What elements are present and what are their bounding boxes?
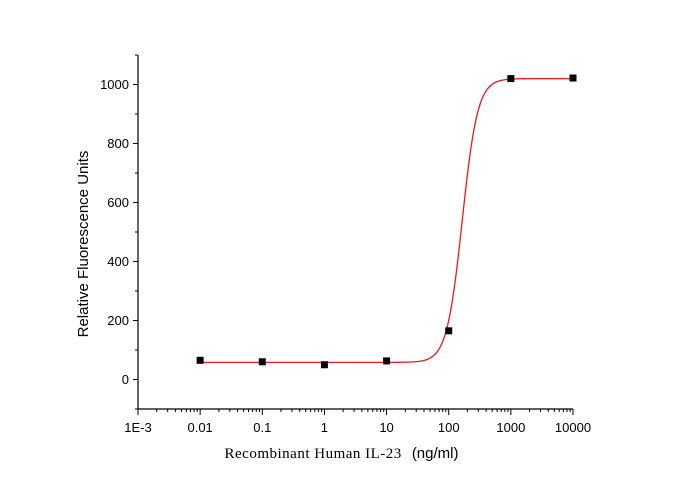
data-point [383,357,391,365]
x-tick-label: 1000 [496,420,525,435]
data-point [445,327,453,335]
x-tick-label: 100 [438,420,460,435]
labels-layer: Relative Fluorescence Units Recombinant … [75,151,458,462]
y-tick-label: 400 [107,254,129,269]
x-axis-label-main: Recombinant Human IL-23 [225,446,402,462]
y-axis-label: Relative Fluorescence Units [75,151,92,338]
y-tick-label: 200 [107,313,129,328]
x-tick-label: 1 [321,420,328,435]
data-point [320,361,328,369]
data-point [507,75,515,83]
y-tick-label: 0 [122,372,129,387]
y-tick-label: 1000 [100,77,129,92]
points-layer [196,74,577,369]
x-axis-label-unit: (ng/ml) [412,445,459,462]
data-point [258,358,266,366]
x-tick-label: 1E-3 [124,420,151,435]
axes: 0 200 400 600 800 1000 1E-3 0.01 0.1 1 10 100 1000 10… [100,54,591,435]
x-axis-label: Recombinant Human IL-23 (ng/ml) [225,445,459,462]
x-tick-label: 0.01 [187,420,212,435]
y-tick-label: 600 [107,195,129,210]
data-point [569,74,577,82]
fit-curve [200,77,573,364]
x-tick-label: 10000 [555,420,591,435]
data-point [196,356,204,364]
x-tick-label: 0.1 [253,420,271,435]
fit-layer [200,77,573,364]
x-tick-label: 10 [379,420,393,435]
y-tick-label: 800 [107,136,129,151]
